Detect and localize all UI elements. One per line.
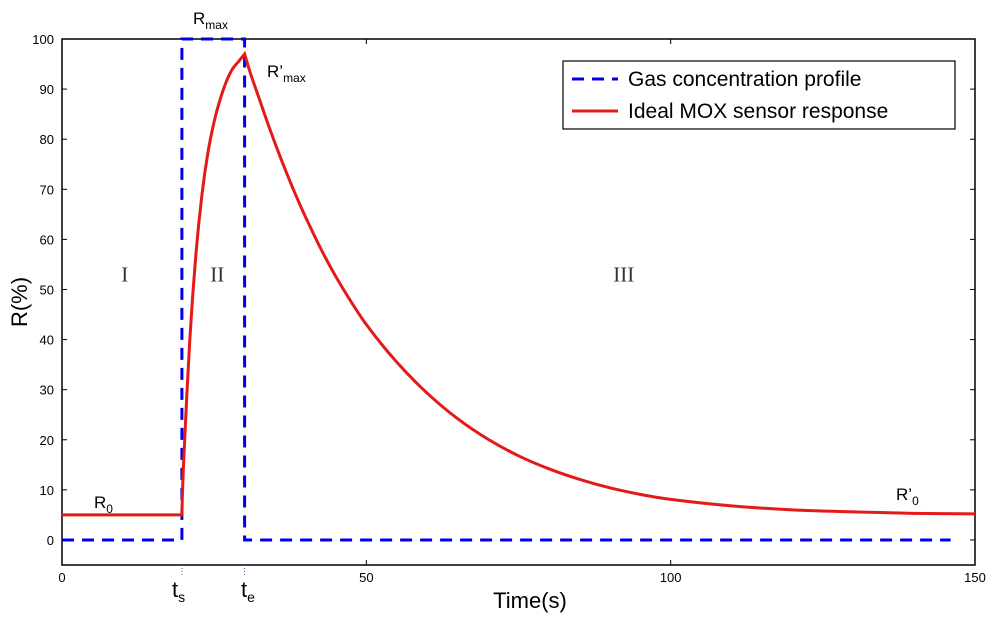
series-line-gas-concentration <box>62 37 951 542</box>
series-layer <box>61 37 976 542</box>
x-axis-title: Time(s) <box>493 588 567 613</box>
x-tick-label: 0 <box>58 570 65 585</box>
x-tick-label: 150 <box>964 570 986 585</box>
annotation-r-max: Rmax <box>193 9 228 32</box>
x-tick-label: 50 <box>359 570 373 585</box>
annotation-r0-prime-base: R’ <box>896 485 912 504</box>
annotation-ts-sub: s <box>178 589 185 605</box>
annotation-te: te <box>241 577 255 605</box>
region-label: II <box>210 262 224 286</box>
annotation-r-max-prime-sub: max <box>283 71 306 85</box>
y-tick-label: 30 <box>40 383 54 398</box>
annotation-r-max-base: R <box>193 9 205 28</box>
annotation-te-base: t <box>241 577 247 602</box>
y-tick-label: 80 <box>40 132 54 147</box>
annotation-r-max-sub: max <box>205 18 228 32</box>
annotation-r0-sub: 0 <box>106 502 113 516</box>
annotation-r0: R0 <box>94 493 113 516</box>
y-axis-title: R(%) <box>7 277 32 327</box>
y-tick-label: 70 <box>40 182 54 197</box>
guide-layer <box>181 565 246 577</box>
legend: Gas concentration profile Ideal MOX sens… <box>562 60 956 130</box>
x-axis: 0 50 100 150 <box>58 39 986 585</box>
annotation-r-max-prime: R’max <box>267 62 306 85</box>
annotation-r-max-prime-base: R’ <box>267 62 283 81</box>
y-tick-label: 40 <box>40 333 54 348</box>
legend-box <box>562 60 956 130</box>
x-tick-label: 100 <box>660 570 682 585</box>
annotation-te-sub: e <box>247 589 255 605</box>
legend-label-gas-concentration: Gas concentration profile <box>628 68 861 91</box>
y-tick-label: 100 <box>32 32 54 47</box>
y-tick-label: 0 <box>47 533 54 548</box>
y-tick-label: 90 <box>40 82 54 97</box>
annotation-r0-prime-sub: 0 <box>912 494 919 508</box>
annotation-ts-base: t <box>172 577 178 602</box>
region-label: I <box>121 262 128 286</box>
y-tick-label: 50 <box>40 282 54 297</box>
y-tick-label: 60 <box>40 232 54 247</box>
annotation-r0-base: R <box>94 493 106 512</box>
region-label: III <box>613 262 634 286</box>
y-tick-label: 10 <box>40 483 54 498</box>
y-tick-label: 20 <box>40 433 54 448</box>
annotation-ts: ts <box>172 577 185 605</box>
annotation-r0-prime: R’0 <box>896 485 919 508</box>
y-axis: 0 10 20 30 40 50 60 70 80 90 100 <box>32 32 975 548</box>
series-line-mox-response <box>61 50 976 517</box>
legend-label-mox-response: Ideal MOX sensor response <box>628 100 888 123</box>
regions-layer: I II III <box>121 262 634 286</box>
